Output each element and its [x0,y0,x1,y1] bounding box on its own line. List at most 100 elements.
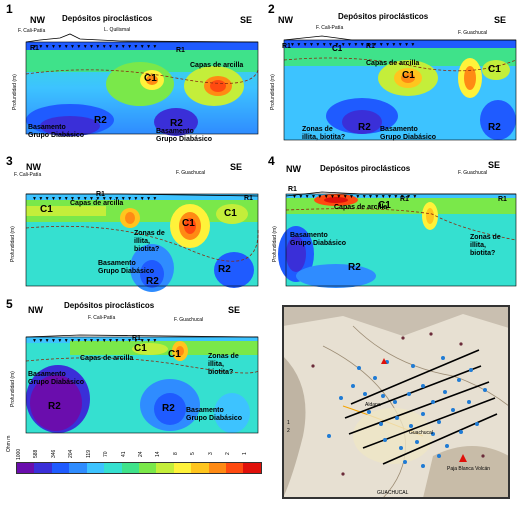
r1-label: R1 [96,191,105,198]
section-panel-1: ▼ ▼ ▼ ▼ ▼ ▼ ▼ ▼ ▼ ▼ ▼ ▼ ▼ ▼ ▼ ▼ ▼ ▼ ▼ ▼ … [0,0,262,150]
section-panel-5: ▼ ▼ ▼ ▼ ▼ ▼ ▼ ▼ ▼ ▼ ▼ ▼ ▼ ▼ ▼ ▼ ▼ ▼ ▼ ▼ … [0,295,262,440]
resistivity-colorbar: Ohm m 1000 588 346 204 119 70 41 24 14 8 5 3 2 1 [6,436,262,478]
colorbar-cell [86,463,105,473]
svg-text:▼ ▼ ▼ ▼ ▼ ▼ ▼ ▼ ▼ ▼ ▼ ▼ ▼ ▼ ▼: ▼ ▼ ▼ ▼ ▼ ▼ ▼ ▼ ▼ ▼ ▼ ▼ ▼ ▼ ▼ ▼ ▼ ▼ ▼ ▼ [32,338,157,344]
map-canvas: 1 2 [283,306,509,498]
colorbar-cell [208,463,227,473]
basement-label: Basamento [156,128,194,135]
clay-layers-label: Capas de arcilla [70,200,124,207]
r2-label: R2 [348,262,361,273]
colorbar-cell [156,463,174,473]
colorbar-tick-label: 41 [120,451,127,457]
basement-label: Grupo Diabásico [98,268,155,275]
zones-label: biotita? [208,369,234,376]
basement-label: Basamento [28,371,66,378]
basement-label: Basamento [380,126,418,133]
colorbar-cell [191,463,209,473]
c1-label: C1 [332,44,343,53]
colorbar-tick-label: 3 [207,452,214,456]
panel-number: 2 [268,2,275,16]
colorbar-ticks: 1000 588 346 204 119 70 41 24 14 8 5 3 2 1 [16,448,260,460]
basement-label: Grupo Diabásico [156,136,213,143]
se-label: SE [228,305,241,315]
fault-label: F. Cali-Patía [316,25,344,31]
c1-label: C1 [168,349,181,360]
zones-label: illita, [134,238,150,245]
nw-label: NW [286,164,301,174]
pyroclastic-label: Depósitos piroclásticos [338,12,429,21]
location-map: 1 2 Paja Blanca Volcán GUACHUCAL Aldana … [282,305,510,499]
svg-text:▼ ▼ ▼ ▼ ▼ ▼ ▼ ▼ ▼ ▼ ▼ ▼ ▼ ▼ ▼: ▼ ▼ ▼ ▼ ▼ ▼ ▼ ▼ ▼ ▼ ▼ ▼ ▼ ▼ ▼ ▼ ▼ ▼ ▼ ▼ [292,194,417,200]
svg-text:▼ ▼ ▼ ▼ ▼ ▼ ▼ ▼ ▼ ▼ ▼ ▼ ▼ ▼ ▼: ▼ ▼ ▼ ▼ ▼ ▼ ▼ ▼ ▼ ▼ ▼ ▼ ▼ ▼ ▼ ▼ ▼ ▼ ▼ ▼ [32,196,157,202]
r1-label: R1 [498,196,507,203]
zones-label: biotita? [134,246,160,253]
colorbar-cell [243,463,261,473]
y-axis-label: Profundidad (m) [12,74,18,110]
se-label: SE [230,162,243,172]
r2-label: R2 [170,118,183,129]
nw-label: NW [30,15,45,25]
panel-number: 4 [268,154,275,168]
r1-label: R1 [366,43,375,50]
zones-label: illita, [470,242,486,249]
colorbar-tick-label: 1 [242,452,249,456]
colorbar-cell [34,463,52,473]
y-axis-label: Profundidad (m) [10,226,16,262]
basement-label: Grupo Diabásico [186,415,243,422]
pyroclastic-label: Depósitos piroclásticos [62,14,153,23]
pyroclastic-label: Depósitos piroclásticos [64,301,155,310]
zones-label: biotita? [470,250,496,257]
colorbar-tick-label: 1000 [16,448,22,460]
colorbar-unit: Ohm m [6,435,12,452]
y-axis-label: Profundidad (m) [272,226,278,262]
r1-label: R1 [30,45,39,52]
colorbar-tick-label: 70 [103,451,110,457]
colorbar-cell [121,463,139,473]
colorbar-cell [17,463,35,473]
c1-label: C1 [182,218,195,229]
zones-label: illita, [208,361,224,368]
nw-label: NW [28,305,43,315]
basement-label: Grupo Diabásico [290,240,347,247]
basement-label: Basamento [98,260,136,267]
nw-label: NW [278,15,293,25]
colorbar-tick-label: 588 [33,449,40,459]
c1-label: C1 [40,204,53,215]
colorbar-tick-label: 2 [225,452,232,456]
zones-label: Zonas de [134,230,165,237]
svg-text:▼ ▼ ▼ ▼ ▼ ▼ ▼ ▼ ▼ ▼ ▼ ▼ ▼ ▼ ▼: ▼ ▼ ▼ ▼ ▼ ▼ ▼ ▼ ▼ ▼ ▼ ▼ ▼ ▼ ▼ ▼ ▼ ▼ ▼ ▼ [290,42,415,48]
r1-label: R1 [288,186,297,193]
resistivity-section-4: ▼ ▼ ▼ ▼ ▼ ▼ ▼ ▼ ▼ ▼ ▼ ▼ ▼ ▼ ▼ ▼ ▼ ▼ ▼ ▼ [278,191,517,288]
colorbar-cell [69,463,87,473]
basement-label: Basamento [186,407,224,414]
svg-text:▼ ▼ ▼ ▼ ▼ ▼ ▼ ▼ ▼ ▼ ▼ ▼ ▼ ▼ ▼: ▼ ▼ ▼ ▼ ▼ ▼ ▼ ▼ ▼ ▼ ▼ ▼ ▼ ▼ ▼ ▼ ▼ ▼ ▼ ▼ [32,44,157,50]
colorbar-cell [226,463,244,473]
basement-label: Grupo Diabásico [28,379,85,386]
colorbar-tick-label: 24 [137,451,144,457]
c1-label: C1 [402,70,415,81]
c1-label: C1 [144,73,157,84]
c1-label: C1 [488,64,501,75]
place-label: Guachucal [409,430,433,436]
fault-label: F. Guachucal [458,30,488,36]
panel-number: 1 [6,2,13,16]
colorbar-tick-label: 5 [190,452,197,456]
c1-label: C1 [224,208,237,219]
zones-label: Zonas de [470,234,501,241]
colorbar-cell [51,463,70,473]
r1-label: R1 [400,196,409,203]
se-label: SE [488,160,501,170]
y-axis-label: Profundidad (m) [10,371,16,407]
fault-label: F. Guachucal [458,170,488,176]
place-label: Aldana [365,402,381,408]
clay-layers-label: Capas de arcilla [366,60,420,67]
r1-label: R1 [132,335,141,342]
fault-label: F. Guachucal [174,317,204,323]
fault-label: F. Cali-Patía [88,315,116,321]
zones-label: illita, biotita? [302,134,346,141]
basement-label: Basamento [28,124,66,131]
nw-label: NW [26,162,41,172]
zones-label: Zonas de [208,353,239,360]
colorbar-tick-label: 8 [172,452,179,456]
svg-text:2: 2 [287,428,290,434]
